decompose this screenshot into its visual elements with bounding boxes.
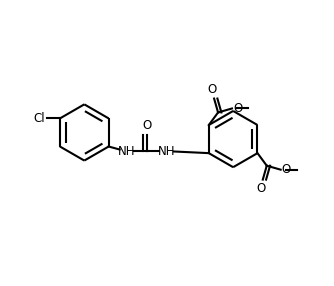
- Text: O: O: [208, 83, 217, 96]
- Text: O: O: [282, 163, 291, 176]
- Text: O: O: [257, 182, 266, 195]
- Text: Cl: Cl: [33, 112, 45, 125]
- Text: NH: NH: [158, 145, 175, 158]
- Text: O: O: [142, 119, 151, 132]
- Text: O: O: [233, 102, 242, 115]
- Text: NH: NH: [118, 145, 136, 158]
